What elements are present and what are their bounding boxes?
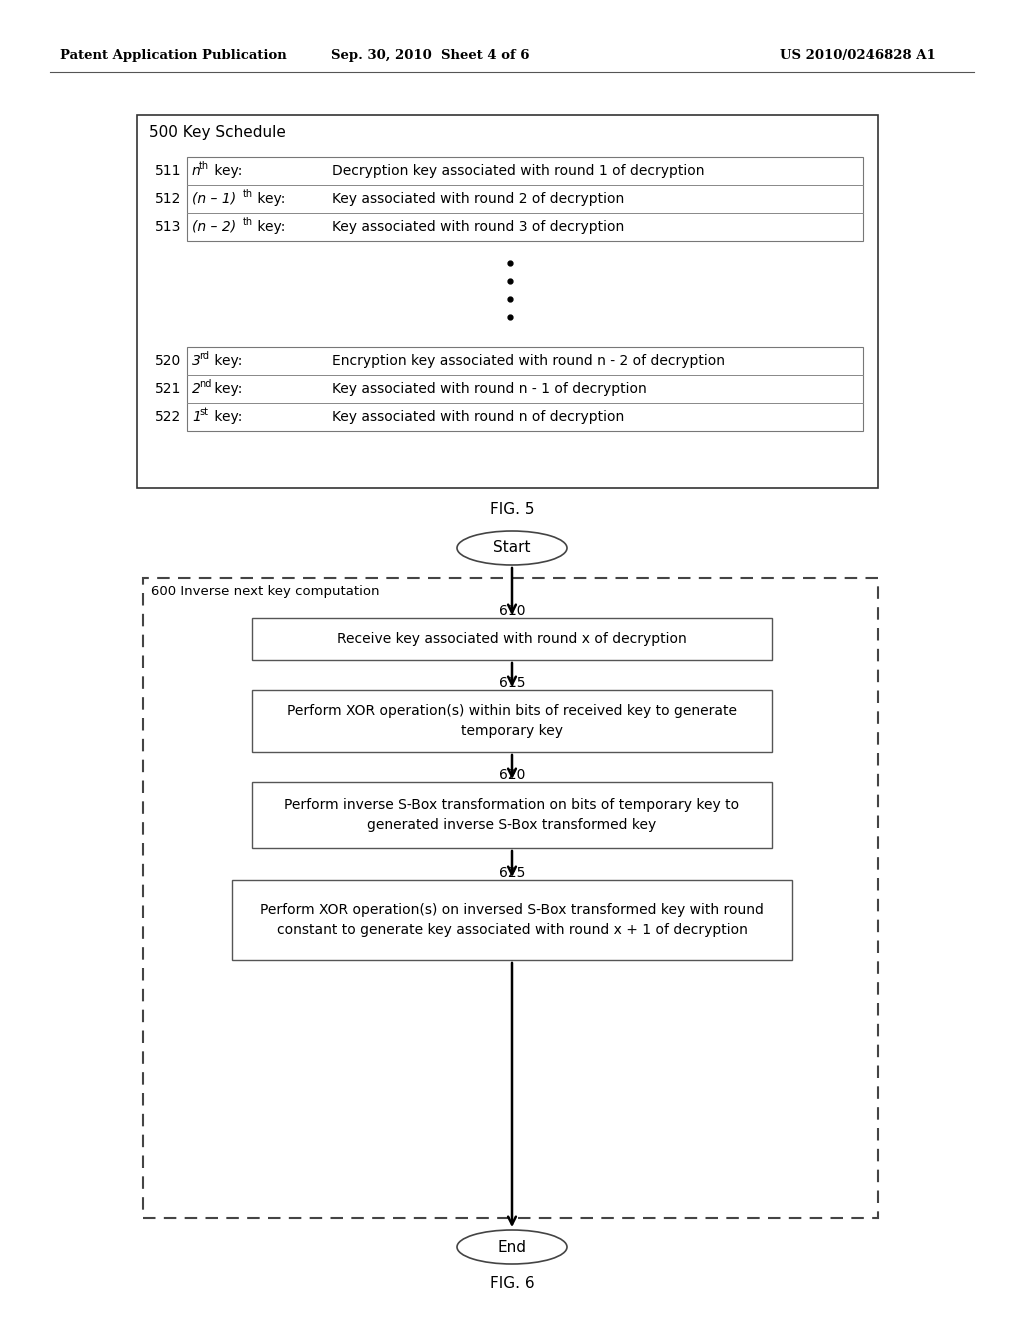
Text: 513: 513 [155,220,181,234]
Text: n: n [193,164,201,178]
Ellipse shape [457,1230,567,1265]
Text: Start: Start [494,540,530,556]
Text: 625: 625 [499,866,525,880]
Text: 610: 610 [499,605,525,618]
Text: Key associated with round n of decryption: Key associated with round n of decryptio… [332,411,625,424]
Ellipse shape [457,531,567,565]
Text: 615: 615 [499,676,525,690]
Text: 3: 3 [193,354,201,368]
Text: key:: key: [211,381,243,396]
Bar [252,618,772,660]
Text: Patent Application Publication: Patent Application Publication [60,49,287,62]
Text: Decryption key associated with round 1 of decryption: Decryption key associated with round 1 o… [332,164,705,178]
Text: Key associated with round n - 1 of decryption: Key associated with round n - 1 of decry… [332,381,647,396]
Text: (n – 1): (n – 1) [193,191,237,206]
Text: Perform XOR operation(s) on inversed S-Box transformed key with round
constant t: Perform XOR operation(s) on inversed S-B… [260,903,764,937]
Text: Receive key associated with round x of decryption: Receive key associated with round x of d… [337,632,687,645]
Text: 511: 511 [155,164,181,178]
Bar [252,690,772,752]
Text: key:: key: [211,354,243,368]
Text: 520: 520 [155,354,181,368]
Bar [187,347,863,432]
Bar [187,157,863,242]
Text: 522: 522 [155,411,181,424]
Text: End: End [498,1239,526,1254]
Text: 521: 521 [155,381,181,396]
Text: 600 Inverse next key computation: 600 Inverse next key computation [151,586,380,598]
Bar [252,781,772,847]
Text: Key associated with round 3 of decryption: Key associated with round 3 of decryptio… [332,220,625,234]
Text: US 2010/0246828 A1: US 2010/0246828 A1 [780,49,936,62]
Text: Perform inverse S-Box transformation on bits of temporary key to
generated inver: Perform inverse S-Box transformation on … [285,799,739,832]
Text: nd: nd [200,379,212,389]
Text: key:: key: [210,164,243,178]
Text: th: th [243,216,253,227]
Text: st: st [200,407,209,417]
Text: rd: rd [200,351,210,360]
Bar [232,880,792,960]
Text: 500 Key Schedule: 500 Key Schedule [150,125,286,140]
Text: th: th [243,189,253,199]
Text: Sep. 30, 2010  Sheet 4 of 6: Sep. 30, 2010 Sheet 4 of 6 [331,49,529,62]
Bar [137,115,878,488]
Text: th: th [200,161,209,172]
Text: Encryption key associated with round n - 2 of decryption: Encryption key associated with round n -… [332,354,725,368]
Text: Key associated with round 2 of decryption: Key associated with round 2 of decryptio… [332,191,625,206]
Text: FIG. 6: FIG. 6 [489,1275,535,1291]
Text: FIG. 5: FIG. 5 [489,503,535,517]
Text: 1: 1 [193,411,201,424]
Text: key:: key: [211,411,243,424]
Bar [143,578,878,1218]
Text: 2: 2 [193,381,201,396]
Text: key:: key: [253,191,286,206]
Text: 620: 620 [499,768,525,781]
Text: (n – 2): (n – 2) [193,220,237,234]
Text: key:: key: [253,220,286,234]
Text: 512: 512 [155,191,181,206]
Text: Perform XOR operation(s) within bits of received key to generate
temporary key: Perform XOR operation(s) within bits of … [287,705,737,738]
